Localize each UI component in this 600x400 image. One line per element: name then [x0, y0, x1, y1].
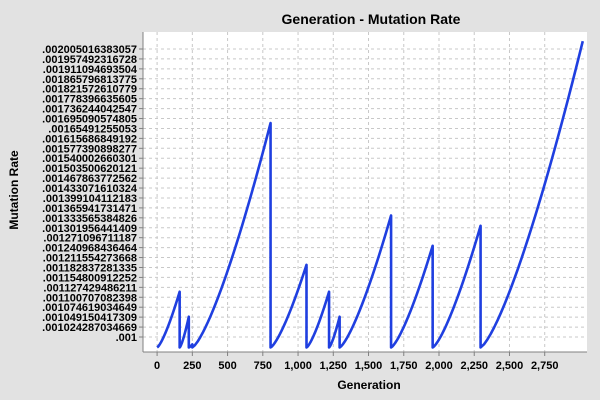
y-tick-label: .00165491255053 [48, 123, 137, 135]
grid-layer [143, 32, 587, 352]
y-tick-label: .001024287034669 [42, 322, 137, 334]
y-tick-label: .001433071610324 [42, 183, 138, 195]
y-tick-label: .001540002660301 [42, 153, 137, 165]
x-tick-label: 2,500 [496, 360, 524, 372]
x-tick-labels: 0 250 500 750 1,000 1,250 1,500 1,750 2,000 2,250… [154, 360, 558, 372]
x-tick-label: 1,500 [355, 360, 383, 372]
y-tick-label: .001 [116, 332, 137, 344]
y-tick-labels: .002005016383057.001957492316728.0019110… [42, 44, 138, 344]
y-tick-label: .001577390898277 [42, 143, 137, 155]
y-tick-label: .001821572610779 [42, 84, 137, 96]
chart-title: Generation - Mutation Rate [282, 11, 461, 27]
y-tick-label: .001271096711187 [43, 233, 137, 245]
y-tick-label: .001467863772562 [42, 173, 137, 185]
y-axis-title: Mutation Rate [7, 150, 21, 230]
y-tick-label: .001074619034649 [42, 302, 137, 314]
x-tick-label: 2,250 [460, 360, 488, 372]
y-tick-label: .001695090574805 [42, 114, 137, 126]
x-tick-label: 0 [154, 360, 160, 372]
y-tick-label: .001100707082398 [43, 292, 137, 304]
series-layer [156, 40, 585, 349]
x-tick-label: 250 [183, 360, 201, 372]
y-tick-label: .001365941731471 [42, 203, 137, 215]
x-tick-label: 2,000 [425, 360, 453, 372]
y-tick-label: .001301956441409 [42, 223, 137, 235]
y-tick-label: .001182837281335 [43, 262, 137, 274]
y-tick-label: .002005016383057 [42, 44, 137, 56]
x-tick-label: 500 [218, 360, 236, 372]
x-axis-title: Generation [337, 378, 400, 392]
y-tick-label: .001211554273668 [43, 253, 137, 265]
plot-area [143, 32, 587, 352]
x-tick-label: 2,750 [531, 360, 559, 372]
y-tick-label: .001240968436464 [42, 243, 138, 255]
y-tick-label: .001615686849192 [42, 133, 137, 145]
y-tick-label: .001154800912252 [43, 272, 137, 284]
series-line [156, 40, 585, 349]
x-tick-label: 1,250 [320, 360, 348, 372]
x-tick-label: 750 [254, 360, 272, 372]
axes-layer [139, 32, 587, 356]
y-tick-label: .001778396635605 [42, 94, 137, 106]
y-tick-label: .001957492316728 [42, 54, 137, 66]
x-tick-label: 1,000 [284, 360, 312, 372]
y-tick-label: .001503500620121 [42, 163, 137, 175]
x-tick-label: 1,750 [390, 360, 418, 372]
y-tick-label: .001127429486211 [43, 282, 137, 294]
y-tick-label: .001736244042547 [42, 104, 137, 116]
y-tick-label: .001865796813775 [42, 74, 137, 86]
y-tick-label: .001399104112183 [43, 193, 137, 205]
y-tick-label: .001911094693504 [43, 64, 138, 76]
y-tick-label: .001333565384826 [42, 213, 137, 225]
y-tick-label: .001049150417309 [42, 312, 137, 324]
